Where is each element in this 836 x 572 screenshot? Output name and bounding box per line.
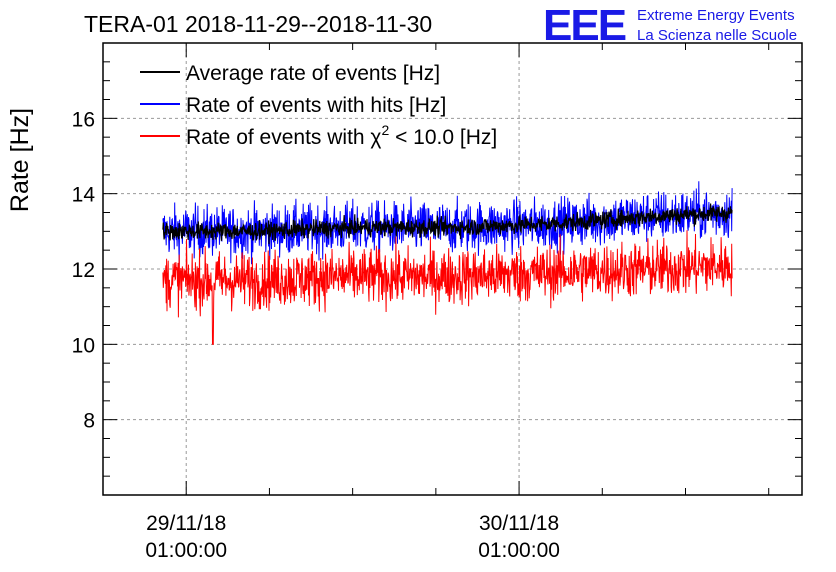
logo-line1: Extreme Energy Events <box>637 7 795 24</box>
x-tick-label-date: 29/11/18 <box>146 512 226 535</box>
legend-label-hits: Rate of events with hits [Hz] <box>186 94 446 117</box>
y-tick-label-8: 8 <box>83 410 95 433</box>
x-tick-label-date: 30/11/18 <box>479 512 559 535</box>
chart-title: TERA-01 2018-11-29--2018-11-30 <box>84 11 432 37</box>
series-line-average <box>162 203 733 245</box>
y-axis-label: Rate [Hz] <box>6 108 34 212</box>
y-tick-label-16: 16 <box>72 108 95 131</box>
legend: Average rate of events [Hz] Rate of even… <box>140 62 497 149</box>
x-tick-label-time: 01:00:00 <box>145 539 227 562</box>
y-tick-label-14: 14 <box>72 184 96 207</box>
logo-line2: La Scienza nelle Scuole <box>637 27 797 44</box>
eee-logo: EEE Extreme Energy Events La Scienza nel… <box>543 1 797 50</box>
x-tick-label-time: 01:00:00 <box>478 539 560 562</box>
legend-label-chi2: Rate of events with χ2 < 10.0 [Hz] <box>186 122 497 149</box>
series-layer <box>162 181 733 345</box>
logo-mark: EEE <box>543 1 626 50</box>
ticks: 8 10 12 14 16 29/11/18 01:00:00 30/11/18 01:00:0… <box>72 42 802 562</box>
y-tick-label-10: 10 <box>72 334 95 357</box>
y-tick-label-12: 12 <box>72 259 95 282</box>
legend-label-average: Average rate of events [Hz] <box>186 62 440 85</box>
series-line-hits <box>162 181 733 265</box>
series-line-chi2 <box>162 230 733 345</box>
